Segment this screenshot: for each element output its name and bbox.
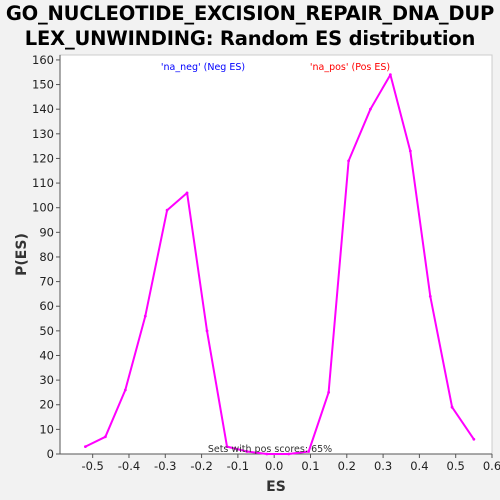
- y-tick-label: 120: [32, 151, 54, 165]
- annotation-neg-es: 'na_neg' (Neg ES): [161, 62, 245, 73]
- y-tick-label: 160: [32, 53, 54, 67]
- y-tick-label: 100: [32, 201, 54, 215]
- y-axis-label: P(ES): [14, 233, 30, 276]
- data-point: [103, 435, 107, 439]
- data-point: [143, 314, 147, 318]
- annotation-pos-score-share: Sets with pos scores: 65%: [208, 444, 332, 455]
- annotation-pos-es: 'na_pos' (Pos ES): [310, 62, 390, 73]
- data-point: [225, 445, 229, 449]
- x-tick-label: -0.1: [227, 459, 249, 473]
- x-tick-label: 0.1: [301, 459, 319, 473]
- x-tick-label: 0.3: [374, 459, 392, 473]
- data-point: [84, 445, 87, 449]
- data-point: [307, 450, 311, 453]
- y-tick-label: 140: [32, 102, 54, 116]
- x-tick-label: -0.3: [154, 459, 176, 473]
- y-tick-label: 40: [39, 348, 54, 362]
- data-point: [472, 437, 476, 441]
- x-tick-label: -0.4: [118, 459, 140, 473]
- data-point: [327, 391, 331, 394]
- data-point: [368, 107, 372, 111]
- x-tick-label: 0.6: [483, 459, 500, 473]
- y-tick-label: 0: [47, 447, 54, 461]
- x-tick-label: 0.0: [265, 459, 283, 473]
- y-tick-label: 20: [39, 398, 54, 412]
- data-point: [408, 149, 412, 153]
- y-tick-label: 10: [39, 422, 54, 436]
- y-tick-label: 130: [32, 127, 54, 141]
- data-point: [185, 191, 189, 195]
- y-tick-label: 110: [32, 176, 54, 190]
- x-tick-label: 0.2: [338, 459, 356, 473]
- chart-title-line-2: LEX_UNWINDING: Random ES distribution: [24, 27, 476, 50]
- y-tick-label: 80: [39, 250, 54, 264]
- x-axis-label: ES: [266, 479, 286, 495]
- data-point: [388, 73, 392, 77]
- data-point: [245, 450, 249, 453]
- x-tick-label: -0.5: [81, 459, 103, 473]
- data-point: [450, 405, 454, 409]
- x-tick-label: -0.2: [190, 459, 212, 473]
- y-tick-label: 30: [39, 373, 54, 387]
- x-tick-label: 0.4: [410, 459, 428, 473]
- series-line: [84, 73, 475, 455]
- data-point: [347, 159, 351, 163]
- y-tick-label: 70: [39, 275, 54, 289]
- data-point: [165, 208, 169, 212]
- data-point: [287, 452, 291, 456]
- x-tick-label: 0.5: [447, 459, 465, 473]
- data-point: [123, 388, 127, 392]
- plot-area: [59, 54, 493, 455]
- data-point: [265, 452, 269, 456]
- y-tick-label: 90: [39, 225, 54, 239]
- y-tick-label: 60: [39, 299, 54, 313]
- y-tick-label: 50: [39, 324, 54, 338]
- chart-title-line-1: GO_NUCLEOTIDE_EXCISION_REPAIR_DNA_DUP: [5, 2, 495, 25]
- data-point: [205, 329, 209, 333]
- data-point: [428, 294, 432, 298]
- y-tick-label: 150: [32, 78, 54, 92]
